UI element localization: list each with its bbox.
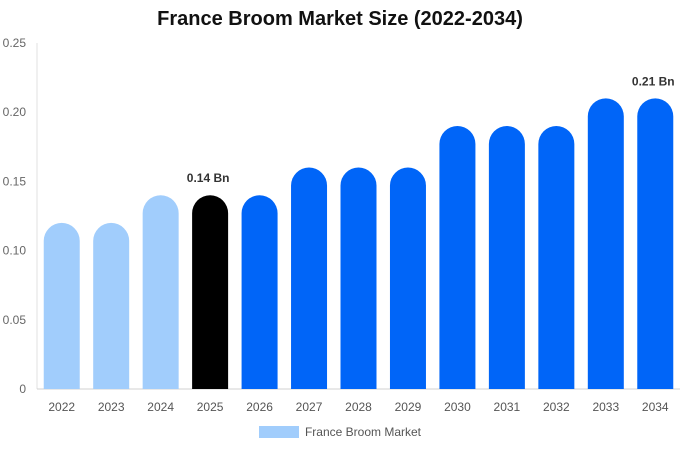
- x-tick-label: 2030: [444, 400, 471, 414]
- chart-title: France Broom Market Size (2022-2034): [157, 8, 523, 30]
- legend-swatch: [258, 426, 299, 438]
- bar: [291, 167, 328, 389]
- x-tick-label: 2025: [197, 400, 224, 414]
- y-tick-label: 0.20: [3, 105, 27, 119]
- data-label: 0.21 Bn: [632, 74, 675, 88]
- bar: [43, 222, 80, 389]
- bar: [93, 222, 130, 389]
- x-tick-label: 2022: [48, 400, 75, 414]
- x-tick-label: 2024: [147, 400, 174, 414]
- bar: [340, 167, 377, 389]
- bar: [538, 126, 575, 390]
- bar: [389, 167, 426, 389]
- y-tick-label: 0.15: [3, 174, 27, 188]
- y-tick-label: 0: [19, 382, 26, 396]
- x-tick-label: 2029: [395, 400, 422, 414]
- data-label: 0.14 Bn: [187, 171, 230, 185]
- bar: [637, 98, 674, 390]
- bar: [241, 195, 278, 389]
- x-tick-label: 2033: [592, 400, 619, 414]
- bar: [192, 195, 229, 389]
- x-tick-label: 2034: [642, 400, 669, 414]
- bar: [439, 126, 476, 390]
- y-tick-label: 0.25: [3, 36, 27, 50]
- bar: [142, 195, 179, 389]
- x-tick-label: 2032: [543, 400, 570, 414]
- x-tick-label: 2026: [246, 400, 273, 414]
- x-tick-label: 2028: [345, 400, 372, 414]
- y-tick-label: 0.05: [3, 313, 27, 327]
- legend: France Broom Market: [0, 425, 680, 439]
- bar: [587, 98, 624, 390]
- x-tick-label: 2027: [296, 400, 323, 414]
- y-tick-label: 0.10: [3, 244, 27, 258]
- bar: [488, 126, 525, 390]
- x-tick-label: 2023: [98, 400, 125, 414]
- legend-label: France Broom Market: [304, 425, 422, 439]
- x-tick-label: 2031: [494, 400, 521, 414]
